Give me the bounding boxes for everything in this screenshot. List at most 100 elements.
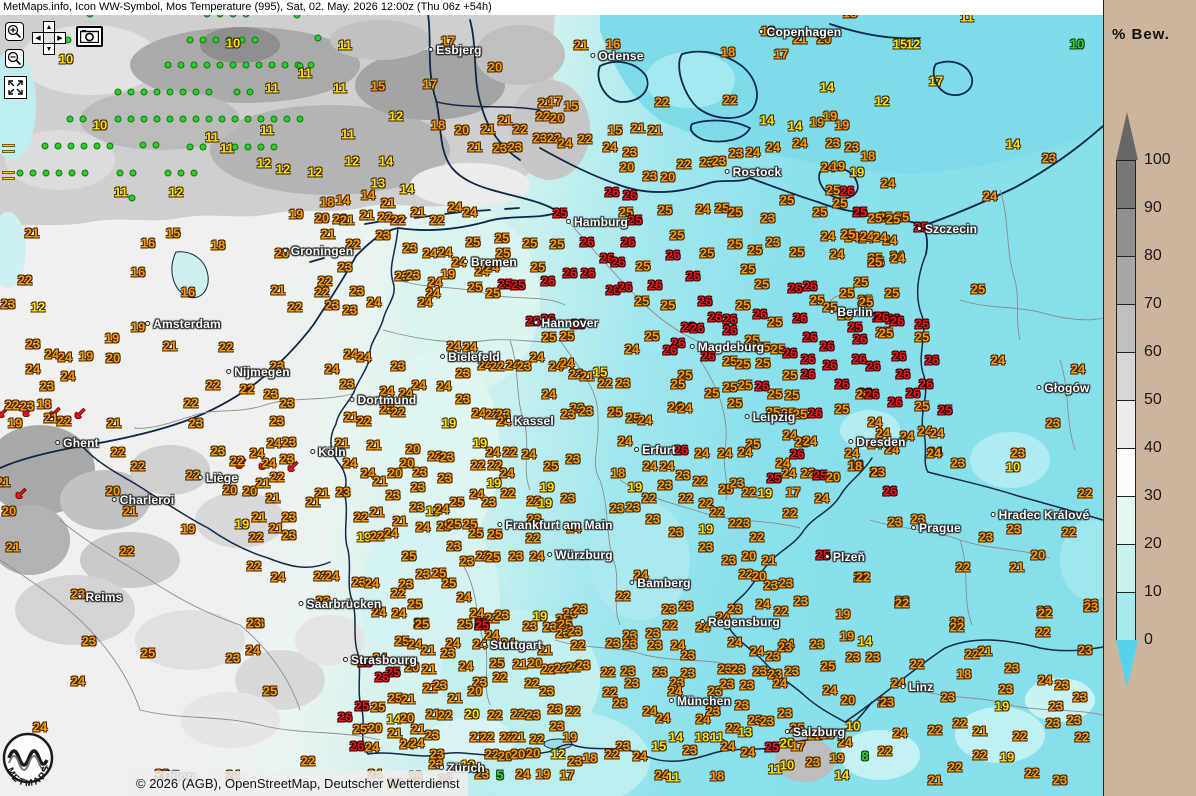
temp-label: 23 — [1054, 677, 1070, 693]
temp-label: 24 — [899, 428, 915, 444]
snapshot-button[interactable] — [76, 26, 103, 47]
temp-label: 10 — [779, 757, 795, 773]
temp-label: 26 — [722, 322, 738, 338]
temp-label: 21 — [314, 485, 330, 501]
fullscreen-icon — [8, 80, 23, 95]
temp-label: 25 — [867, 254, 883, 270]
temp-label: 23 — [472, 674, 488, 690]
temp-label: 24 — [677, 400, 693, 416]
temp-label: 26 — [887, 394, 903, 410]
temp-label: 22 — [741, 484, 757, 500]
temp-label: 24 — [749, 643, 765, 659]
temp-label: 23 — [560, 406, 576, 422]
temp-label: 21 — [255, 475, 271, 491]
city-label: Dresden — [848, 435, 906, 449]
temp-label: 13 — [370, 175, 386, 191]
fullscreen-button[interactable] — [4, 76, 27, 99]
temp-label: 19 — [834, 117, 850, 133]
temp-label: 23 — [565, 451, 581, 467]
temp-label: 26 — [697, 293, 713, 309]
temp-label: 25 — [780, 405, 796, 421]
temp-label: 23 — [778, 575, 794, 591]
temp-label: 17 — [547, 93, 563, 109]
temp-label: 24 — [474, 263, 490, 279]
temp-label: 22 — [512, 121, 528, 137]
precip-dot-icon — [192, 115, 200, 123]
temp-label: 23 — [719, 676, 735, 692]
temp-label: 23 — [507, 139, 523, 155]
pan-left-button[interactable]: ◀ — [32, 32, 44, 44]
camera-icon — [80, 30, 99, 43]
pan-up-button[interactable]: ▲ — [43, 21, 55, 33]
temp-label: 24 — [982, 188, 998, 204]
temp-label: 20 — [549, 110, 565, 126]
temp-label: 26 — [924, 352, 940, 368]
temp-label: 26 — [647, 277, 663, 293]
temp-label: 11 — [341, 126, 355, 142]
city-label: Hannover — [533, 316, 599, 330]
city-marker-icon — [1036, 385, 1042, 390]
temp-label: 24 — [814, 490, 830, 506]
pan-down-button[interactable]: ▼ — [43, 43, 55, 55]
temp-label: 20 — [816, 31, 832, 47]
temp-label: 25 — [789, 720, 805, 736]
precip-dot-icon — [54, 142, 62, 150]
temp-label: 10 — [58, 51, 74, 67]
temp-label: 23 — [375, 227, 391, 243]
precip-dot-icon — [128, 194, 136, 202]
weather-map[interactable]: ↙ ↙ ↙ ↙ ↙ ↙ ↙ ↙ 10 10 10 11 11 11 11 12 12 11 12 11 11 11 15 17… — [0, 0, 1103, 796]
temp-label: 25 — [489, 655, 505, 671]
temp-label: 26 — [562, 265, 578, 281]
haze-dash-icon — [2, 150, 15, 153]
legend-segment — [1116, 352, 1136, 401]
zoom-out-button[interactable] — [5, 49, 24, 68]
temp-label: 26 — [670, 335, 686, 351]
temp-label: 22 — [119, 543, 135, 559]
temp-label: 25 — [414, 616, 430, 632]
temp-label: 26 — [872, 309, 888, 325]
temp-label: 26 — [839, 183, 855, 199]
precip-dot-icon — [93, 142, 101, 150]
temp-label: 26 — [891, 348, 907, 364]
temp-label: 26 — [754, 378, 770, 394]
temp-label: 25 — [354, 698, 370, 714]
temp-label: 23 — [337, 259, 353, 275]
temp-label: 12 — [344, 153, 360, 169]
city-label: Berlin — [829, 305, 872, 319]
temp-label: 23 — [845, 649, 861, 665]
temp-label: 23 — [424, 727, 440, 743]
temp-label: 12 — [550, 746, 566, 762]
temp-label: 24 — [342, 455, 358, 471]
temp-label: 23 — [1083, 599, 1099, 615]
precip-dot-icon — [233, 88, 241, 96]
precip-dot-icon — [283, 115, 291, 123]
temp-label: 25 — [857, 292, 873, 308]
temp-label: 20 — [464, 706, 480, 722]
city-marker-icon — [824, 554, 830, 559]
zoom-in-button[interactable] — [5, 22, 24, 41]
temp-label: 24 — [917, 423, 933, 439]
city-marker-icon — [848, 439, 854, 444]
temp-label: 14 — [360, 187, 376, 203]
temp-label: 23 — [474, 766, 490, 782]
precip-dot-icon — [205, 88, 213, 96]
temp-label: 25 — [754, 276, 770, 292]
temp-label: 23 — [767, 666, 783, 682]
temp-label: 24 — [737, 444, 753, 460]
logo-wave-icon — [7, 749, 49, 771]
temp-label: 22 — [390, 404, 406, 420]
temp-label: 19 — [78, 348, 94, 364]
pan-right-button[interactable]: ▶ — [54, 32, 66, 44]
temp-label: 19 — [627, 479, 643, 495]
precip-dot-icon — [231, 143, 239, 151]
temp-label: 25 — [627, 212, 643, 228]
temp-label: 25 — [792, 406, 808, 422]
precip-dot-icon — [203, 61, 211, 69]
temp-label: 26 — [662, 342, 678, 358]
precip-dot-icon — [139, 141, 147, 149]
temp-label: 22 — [546, 130, 562, 146]
temp-label: 5 — [496, 767, 504, 783]
temp-label: 21 — [334, 435, 350, 451]
temp-label: 19 — [356, 529, 372, 545]
temp-label: 23 — [351, 574, 367, 590]
